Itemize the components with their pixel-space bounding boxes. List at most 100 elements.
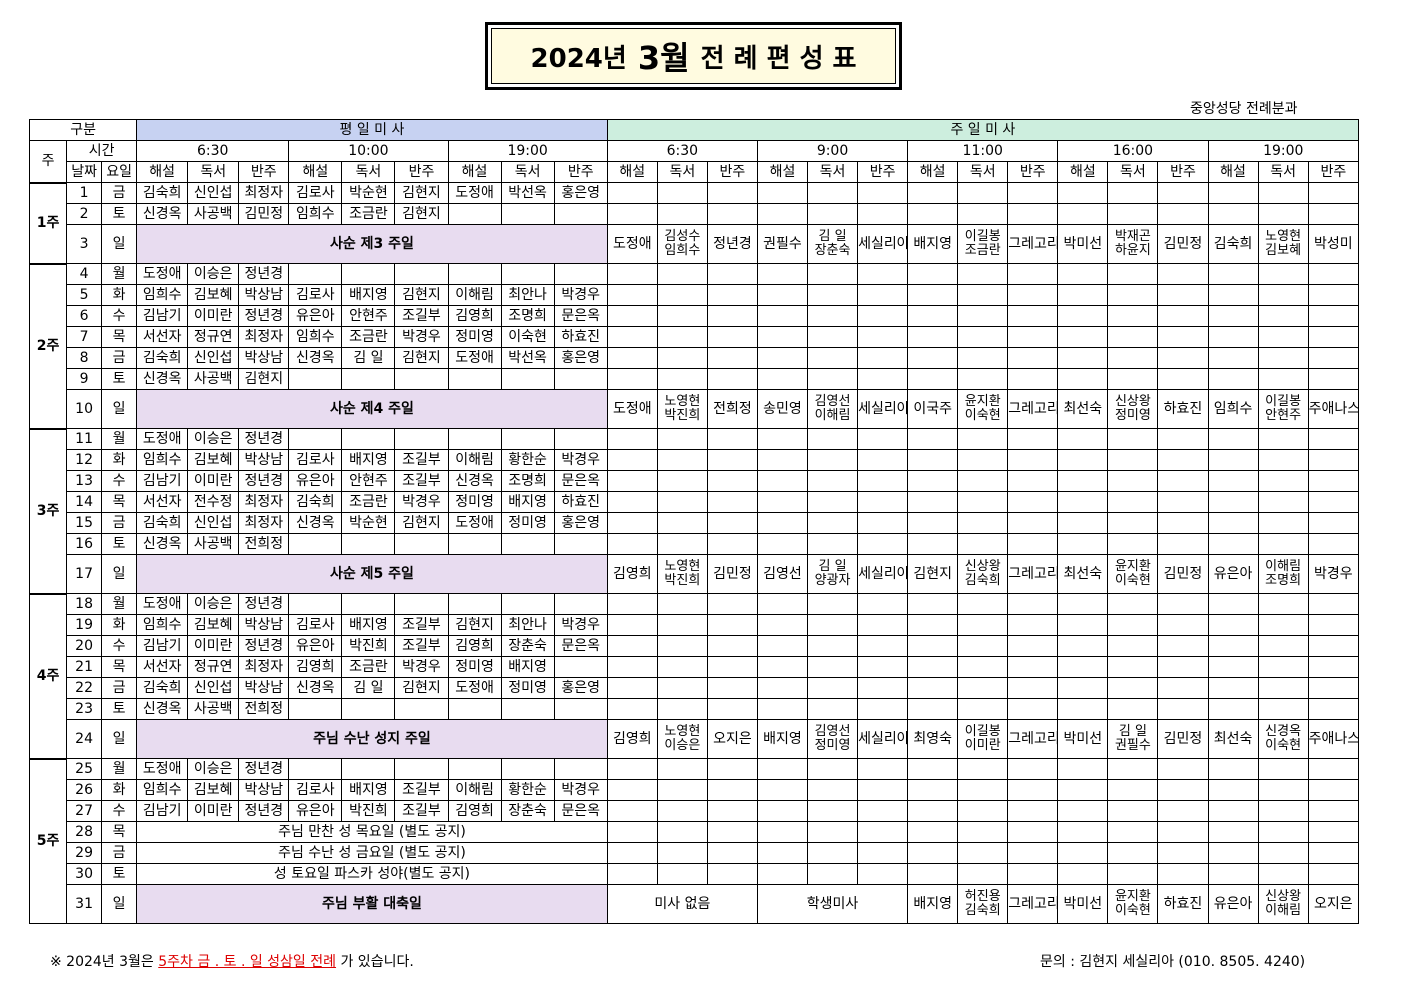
empty-cell <box>1307 593 1360 615</box>
empty-cell <box>907 368 959 390</box>
empty-cell <box>706 821 758 843</box>
empty-cell <box>1257 842 1309 864</box>
name-cell: 최정자 <box>238 656 290 678</box>
empty-cell <box>807 470 859 492</box>
empty-cell <box>706 614 758 636</box>
empty-cell <box>1257 593 1309 615</box>
empty-cell <box>857 203 909 225</box>
sunday-name-cell: 그레고리오 <box>1007 224 1059 264</box>
table-row: 27 수 김남기 이미란 정년경 유은아 박진희 조길부 김영희 장춘숙 문은옥 <box>30 800 1360 822</box>
empty-cell <box>1157 656 1209 678</box>
name-cell <box>447 758 502 780</box>
empty-cell <box>1007 263 1059 285</box>
name-cell: 최정자 <box>238 512 290 534</box>
name-cell <box>447 203 502 225</box>
name-cell: 이미란 <box>187 470 240 492</box>
empty-cell <box>606 842 658 864</box>
empty-cell <box>1057 284 1109 306</box>
sunday-name-cell: 김현지 <box>907 554 959 594</box>
empty-cell <box>1257 533 1309 555</box>
week-label: 5주 <box>28 757 68 924</box>
dow-cell: 토 <box>101 863 138 885</box>
empty-cell <box>1207 263 1259 285</box>
empty-cell <box>606 284 658 306</box>
empty-cell <box>857 512 909 534</box>
name-cell: 김현지 <box>394 203 449 225</box>
no-mass-cell: 미사 없음 <box>606 884 758 924</box>
dow-cell: 금 <box>101 182 138 204</box>
empty-cell <box>907 593 959 615</box>
empty-cell <box>1107 635 1159 657</box>
name-cell: 정년경 <box>238 593 290 615</box>
empty-cell <box>656 821 708 843</box>
empty-cell <box>1107 758 1159 780</box>
empty-cell <box>1007 635 1059 657</box>
empty-cell <box>1157 863 1209 885</box>
name-cell: 정미영 <box>500 677 555 699</box>
header-weekday-time: 10:00 <box>288 140 449 162</box>
date-cell: 31 <box>66 884 103 924</box>
name-cell: 이미란 <box>187 305 240 327</box>
empty-cell <box>857 263 909 285</box>
empty-cell <box>756 758 809 780</box>
table-row: 6 수 김남기 이미란 정년경 유은아 안현주 조길부 김영희 조명희 문은옥 <box>30 305 1360 327</box>
dow-cell: 화 <box>101 284 138 306</box>
name-cell: 신경옥 <box>447 470 502 492</box>
name-cell: 사공백 <box>187 203 240 225</box>
empty-cell <box>907 698 959 720</box>
sunday-name-cell: 김영선 정미영 <box>807 719 859 759</box>
empty-cell <box>606 263 658 285</box>
title-year: 2024년 <box>530 43 627 74</box>
empty-cell <box>957 326 1009 348</box>
empty-cell <box>1057 428 1109 450</box>
name-cell <box>394 533 449 555</box>
name-cell: 신경옥 <box>136 533 189 555</box>
table-row: 24 일 주님 수난 성지 주일 김영희 노영현 이승은 오지은 배지영 김영선 정미영 세실리아 최… <box>30 719 1360 759</box>
empty-cell <box>1157 305 1209 327</box>
empty-cell <box>756 305 809 327</box>
sunday-name-cell: 김민정 <box>1157 719 1209 759</box>
empty-cell <box>706 347 758 369</box>
name-cell <box>394 368 449 390</box>
name-cell: 신인섭 <box>187 677 240 699</box>
empty-cell <box>706 491 758 513</box>
sunday-name-cell: 박재곤 하윤지 <box>1107 224 1159 264</box>
department-label: 중앙성당 전례분과 <box>1190 101 1298 117</box>
name-cell: 배지영 <box>341 614 396 636</box>
name-cell: 유은아 <box>288 470 343 492</box>
name-cell: 김숙희 <box>136 512 189 534</box>
sunday-name-line: 노영현 <box>1265 229 1302 244</box>
sunday-name-cell: 이국주 <box>907 389 959 429</box>
empty-cell <box>1207 698 1259 720</box>
empty-cell <box>857 326 909 348</box>
name-cell: 김남기 <box>136 635 189 657</box>
empty-cell <box>907 449 959 471</box>
name-cell: 이해림 <box>447 449 502 471</box>
sunday-title: 사순 제3 주일 <box>136 224 608 264</box>
empty-cell <box>606 491 658 513</box>
empty-cell <box>706 779 758 801</box>
empty-cell <box>957 284 1009 306</box>
name-cell: 사공백 <box>187 533 240 555</box>
name-cell: 이숙현 <box>500 326 555 348</box>
empty-cell <box>1107 470 1159 492</box>
header-role: 반주 <box>857 161 909 183</box>
empty-cell <box>1057 368 1109 390</box>
name-cell <box>394 758 449 780</box>
header-role: 독서 <box>1257 161 1309 183</box>
empty-cell <box>857 758 909 780</box>
name-cell: 박상남 <box>238 779 290 801</box>
sunday-name-cell: 그레고리오 <box>1007 884 1059 924</box>
empty-cell <box>1057 263 1109 285</box>
name-cell: 신경옥 <box>288 347 343 369</box>
name-cell: 박순현 <box>341 512 396 534</box>
empty-cell <box>756 821 809 843</box>
date-cell: 21 <box>66 656 103 678</box>
name-cell <box>341 533 396 555</box>
name-cell: 김현지 <box>447 614 502 636</box>
empty-cell <box>857 368 909 390</box>
name-cell: 김숙희 <box>136 347 189 369</box>
header-sunday-time: 16:00 <box>1057 140 1209 162</box>
date-cell: 10 <box>66 389 103 429</box>
